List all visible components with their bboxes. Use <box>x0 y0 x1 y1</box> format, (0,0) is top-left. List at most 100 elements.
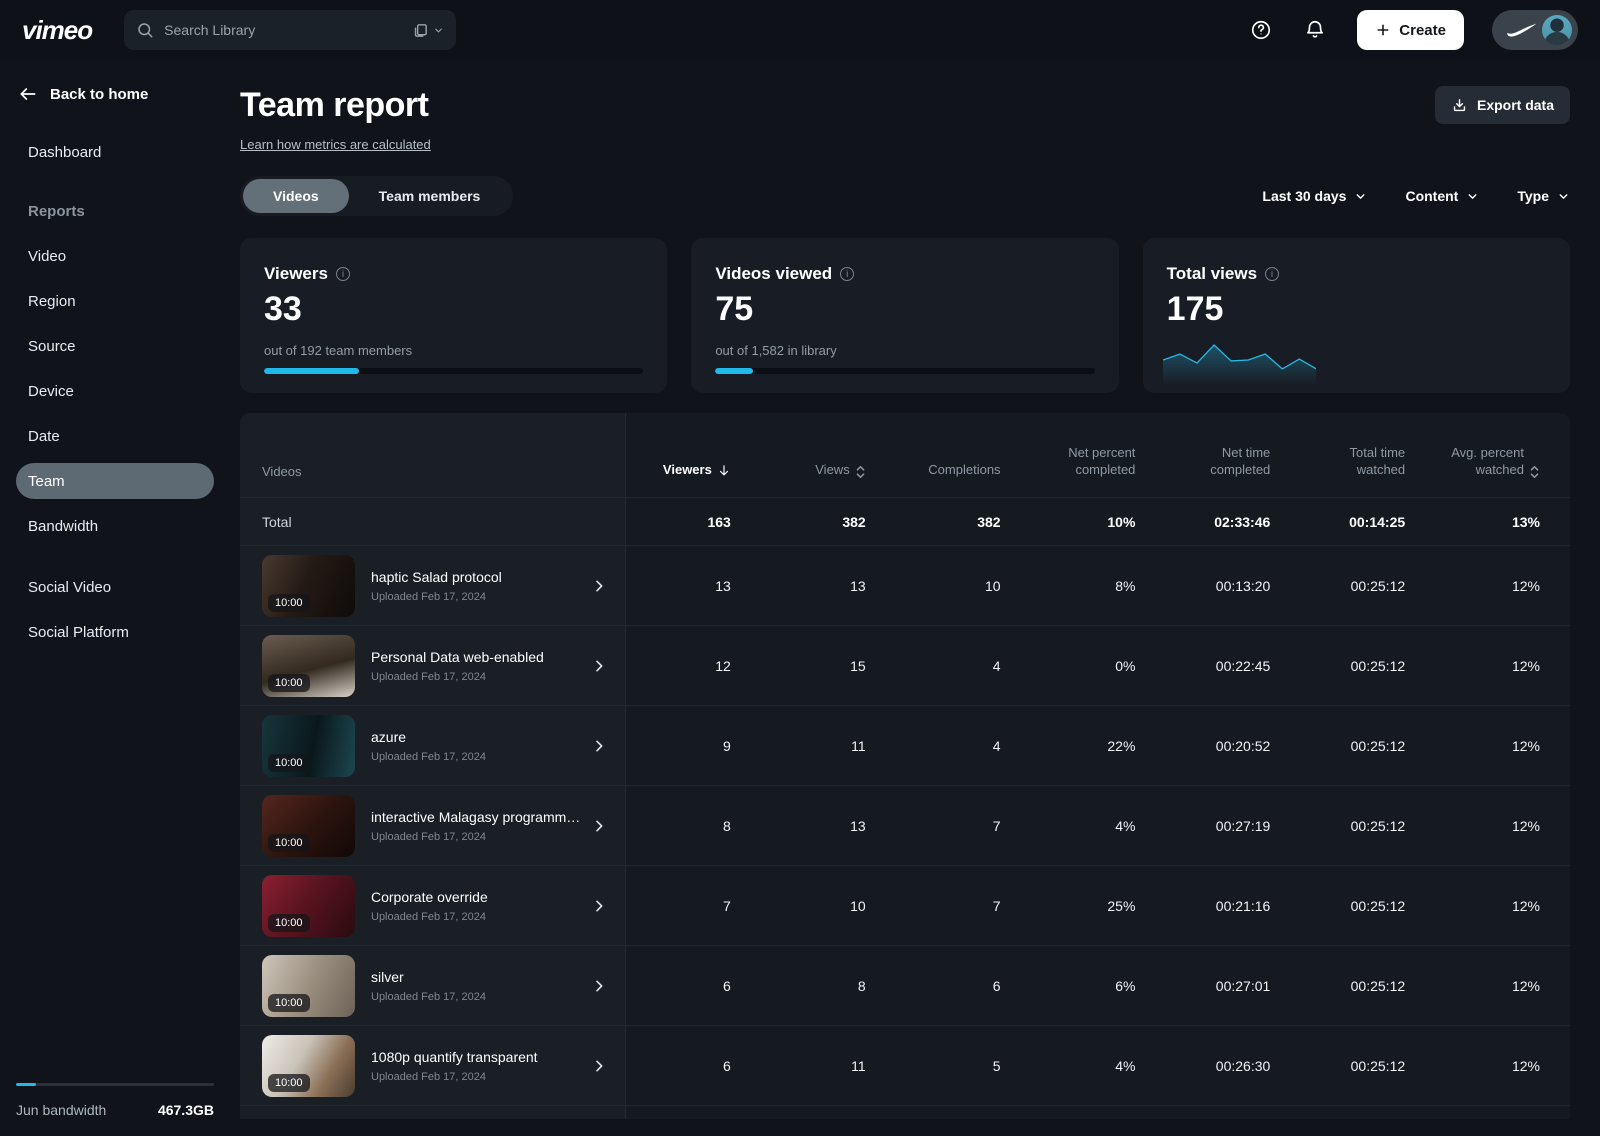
table-cell: 10 <box>984 577 1001 594</box>
back-to-home-link[interactable]: Back to home <box>16 84 214 104</box>
chevron-right-icon[interactable] <box>591 1058 607 1074</box>
video-thumbnail[interactable]: 10:00 <box>262 954 355 1017</box>
export-data-button[interactable]: Export data <box>1434 86 1570 124</box>
table-cell: 12% <box>1511 1057 1540 1074</box>
sidebar-item-social-platform[interactable]: Social Platform <box>28 623 129 641</box>
account-menu[interactable] <box>1492 10 1578 50</box>
chevron-right-icon[interactable] <box>591 578 607 594</box>
main-content: Team report Learn how metrics are calcul… <box>240 60 1570 1119</box>
content-dropdown[interactable]: Content <box>1405 188 1479 204</box>
table-row[interactable]: 10:00 silver Uploaded Feb 17, 2024 6 8 6 6%… <box>240 945 1570 1025</box>
video-thumbnail[interactable]: 10:00 <box>262 874 355 937</box>
table-row[interactable]: 10:00 1080p quantify transparent Uploade… <box>240 1025 1570 1105</box>
sidebar-item-social-video[interactable]: Social Video <box>28 578 112 596</box>
bandwidth-value: 467.3GB <box>157 1102 214 1118</box>
table-row[interactable]: 10:00 Corporate override Uploaded Feb 17… <box>240 865 1570 945</box>
chevron-down-icon <box>1357 193 1365 199</box>
video-title[interactable]: haptic Salad protocol <box>371 568 502 585</box>
table-row[interactable]: 10:00 azure Uploaded Feb 17, 2024 9 11 4 22… <box>240 705 1570 785</box>
table-cell: 10 <box>850 897 866 914</box>
table-cell: 12 <box>715 657 731 674</box>
metrics-help-link[interactable]: Learn how metrics are calculated <box>240 137 431 152</box>
progress-fill <box>264 368 359 374</box>
video-title[interactable]: Corporate override <box>371 888 488 905</box>
sort-icon[interactable] <box>1529 465 1540 479</box>
vimeo-logo[interactable]: vimeo <box>22 14 93 45</box>
sidebar-item-video[interactable]: Video <box>28 247 67 265</box>
table-cell: 12% <box>1511 817 1540 834</box>
sidebar-item-source[interactable]: Source <box>28 337 76 355</box>
column-header-completions[interactable]: Completions <box>928 462 1001 478</box>
table-cell: 00:27:01 <box>1215 977 1271 994</box>
total-label: Total <box>240 498 626 545</box>
chevron-right-icon[interactable] <box>591 898 607 914</box>
duration-badge: 10:00 <box>268 993 310 1012</box>
date-range-label: Last 30 days <box>1262 188 1347 204</box>
table-cell: 4% <box>1115 817 1136 834</box>
table-cell: 8 <box>857 977 866 994</box>
duration-badge: 10:00 <box>268 833 310 852</box>
table-cell: 11 <box>851 737 866 754</box>
tab-videos[interactable]: Videos <box>243 179 349 213</box>
sidebar-section-reports: Reports <box>28 202 85 220</box>
sidebar-item-bandwidth[interactable]: Bandwidth <box>28 517 99 535</box>
total-cell: 382 <box>842 513 866 530</box>
column-header-viewers[interactable]: Viewers <box>626 413 761 497</box>
video-thumbnail[interactable]: 10:00 <box>262 794 355 857</box>
sidebar-item-date[interactable]: Date <box>28 427 60 445</box>
column-header-total-time-watched[interactable]: Total time watched <box>1349 444 1406 478</box>
info-icon[interactable]: i <box>840 267 855 281</box>
bandwidth-label: Jun bandwidth <box>16 1102 107 1118</box>
video-title[interactable]: azure <box>371 728 407 745</box>
video-title[interactable]: Personal Data web-enabled <box>371 648 544 665</box>
plus-icon <box>1377 24 1389 36</box>
sort-icon[interactable] <box>855 465 866 479</box>
tab-team-members[interactable]: Team members <box>378 188 481 204</box>
video-thumbnail[interactable]: 10:00 <box>262 714 355 777</box>
table-cell: 12% <box>1511 897 1540 914</box>
column-header-net-time-completed[interactable]: Net time completed <box>1210 444 1271 478</box>
create-button[interactable]: Create <box>1357 10 1464 50</box>
chevron-right-icon[interactable] <box>591 818 607 834</box>
sidebar-item-region[interactable]: Region <box>28 292 76 310</box>
sidebar: Back to home Dashboard Reports Video Region… <box>0 60 230 1136</box>
video-title[interactable]: 1080p quantify transparent <box>371 1048 538 1065</box>
total-views-sparkline <box>1162 339 1316 385</box>
search-icon <box>138 23 153 38</box>
stat-title: Viewers <box>264 264 328 283</box>
video-thumbnail[interactable]: 10:00 <box>262 1034 355 1097</box>
video-thumbnail[interactable]: 10:00 <box>262 554 355 617</box>
date-range-dropdown[interactable]: Last 30 days <box>1262 188 1367 204</box>
info-icon[interactable]: i <box>335 267 350 281</box>
video-title[interactable]: silver <box>371 968 404 985</box>
back-to-home-label: Back to home <box>50 85 149 103</box>
chevron-right-icon[interactable] <box>591 658 607 674</box>
user-avatar[interactable] <box>1542 15 1572 45</box>
sidebar-item-dashboard[interactable]: Dashboard <box>28 143 102 161</box>
search-placeholder: Search Library <box>164 22 256 38</box>
notifications-button[interactable] <box>1297 12 1333 48</box>
table-cell: 13 <box>850 577 866 594</box>
chevron-right-icon[interactable] <box>591 738 607 754</box>
info-icon[interactable]: i <box>1265 267 1280 281</box>
table-cell: 00:25:12 <box>1350 577 1406 594</box>
table-row[interactable]: 10:00 Personal Data web-enabled Uploaded… <box>240 625 1570 705</box>
table-row[interactable]: 10:00 haptic Salad protocol Uploaded Feb… <box>240 545 1570 625</box>
search-input[interactable]: Search Library <box>124 10 457 50</box>
column-header-avg-percent-watched[interactable]: Avg. percent watched <box>1435 413 1570 497</box>
sidebar-item-device[interactable]: Device <box>28 382 74 400</box>
bandwidth-progress-track <box>16 1083 214 1086</box>
column-header-net-percent-completed[interactable]: Net percent completed <box>1068 444 1136 478</box>
total-cell: 13% <box>1511 513 1540 530</box>
video-thumbnail[interactable]: 10:00 <box>262 634 355 697</box>
help-button[interactable] <box>1243 12 1279 48</box>
library-scope-icon <box>414 23 428 37</box>
type-dropdown[interactable]: Type <box>1517 188 1570 204</box>
table-row[interactable]: 10:00 interactive Malagasy programmi… Up… <box>240 785 1570 865</box>
search-scope-dropdown[interactable] <box>412 22 444 39</box>
video-title[interactable]: interactive Malagasy programmi… <box>371 808 583 825</box>
column-header-videos: Videos <box>240 413 626 497</box>
column-header-views[interactable]: Views <box>761 413 896 497</box>
chevron-right-icon[interactable] <box>591 978 607 994</box>
sidebar-item-team[interactable]: Team <box>16 463 214 499</box>
